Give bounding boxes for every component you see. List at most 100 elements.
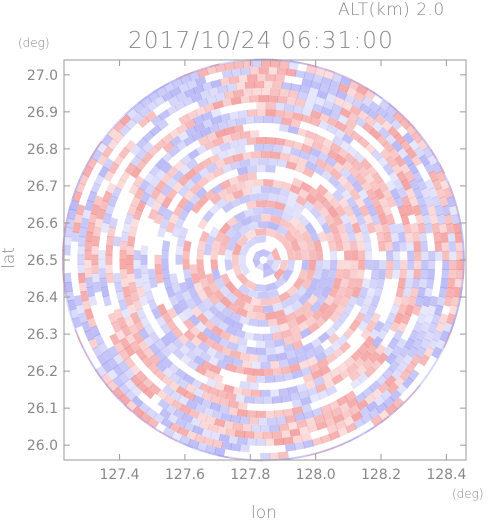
radar-cell	[168, 380, 181, 392]
radar-cell	[237, 401, 248, 411]
radar-cell	[320, 433, 332, 444]
radar-cell	[397, 277, 407, 289]
radar-cell	[404, 277, 414, 289]
radar-cell	[365, 87, 375, 94]
radar-cell	[214, 277, 226, 290]
radar-cell	[255, 410, 266, 418]
radar-cell	[229, 197, 242, 208]
radar-cell	[315, 249, 324, 261]
radar-cell	[196, 249, 205, 260]
radar-cell	[80, 217, 90, 229]
radar-cell	[263, 305, 274, 313]
radar-cell	[355, 364, 368, 376]
radar-cell	[383, 231, 393, 243]
radar-cell	[366, 108, 379, 120]
altitude-label: ALT(km) 2.0	[338, 0, 445, 20]
radar-cell	[412, 338, 423, 351]
radar-cell	[332, 413, 345, 424]
radar-cell	[322, 410, 334, 421]
radar-cell	[106, 380, 119, 393]
radar-cell	[246, 165, 257, 174]
radar-cell	[160, 417, 173, 429]
radar-cell	[270, 186, 281, 195]
radar-cell	[77, 245, 85, 256]
radar-cell	[265, 228, 278, 238]
radar-cell	[145, 195, 157, 208]
radar-cell	[190, 378, 203, 390]
radar-cell	[283, 138, 295, 148]
radar-cell	[170, 431, 183, 442]
radar-cell	[96, 353, 108, 366]
radar-cell	[404, 304, 415, 317]
radar-cell	[274, 74, 286, 83]
radar-cell	[315, 420, 328, 431]
radar-cell	[448, 204, 459, 217]
radar-cell	[289, 456, 300, 460]
radar-cell	[161, 133, 174, 145]
radar-cell	[289, 325, 301, 336]
radar-cell	[139, 191, 151, 204]
radar-cell	[201, 391, 213, 402]
radar-cell	[90, 182, 101, 195]
radar-cell	[130, 290, 140, 302]
radar-cell	[427, 154, 439, 167]
radar-cell	[95, 365, 108, 378]
radar-cell	[292, 406, 304, 416]
radar-cell	[185, 350, 198, 362]
radar-cell	[209, 394, 222, 405]
radar-cell	[317, 389, 330, 400]
radar-cell	[192, 162, 205, 174]
radar-cell	[239, 380, 250, 390]
radar-cell	[212, 373, 224, 383]
radar-cell	[298, 293, 310, 306]
radar-cell	[414, 295, 425, 308]
radar-cell	[406, 241, 415, 252]
radar-cell	[86, 157, 98, 170]
radar-cell	[337, 174, 349, 187]
radar-cell	[386, 196, 397, 209]
radar-cell	[296, 91, 309, 101]
radar-cell	[376, 352, 389, 365]
radar-cell	[218, 433, 230, 443]
radar-cell	[123, 367, 136, 380]
radar-cell	[248, 193, 260, 202]
radar-cell	[129, 340, 142, 353]
radar-cell	[281, 181, 293, 191]
radar-cell	[292, 105, 304, 114]
radar-cell	[199, 230, 210, 243]
radar-cell	[244, 116, 255, 125]
radar-cell	[374, 188, 385, 200]
radar-cell	[321, 309, 333, 322]
radar-cell	[332, 443, 343, 449]
radar-cell	[280, 365, 292, 375]
radar-cell	[166, 341, 178, 354]
radar-cell	[214, 418, 226, 428]
radar-cell	[431, 222, 441, 234]
radar-cell	[201, 65, 211, 70]
radar-cell	[421, 260, 429, 271]
radar-cell	[112, 353, 125, 366]
radar-cell	[370, 196, 382, 209]
radar-cell	[356, 269, 365, 280]
radar-cell	[214, 381, 226, 392]
radar-cell	[203, 140, 216, 151]
radar-cell	[240, 293, 253, 305]
radar-cell	[388, 102, 397, 110]
radar-cell	[223, 155, 235, 166]
radar-cell	[373, 286, 384, 298]
radar-cell	[105, 203, 115, 216]
radar-cell	[202, 297, 214, 310]
radar-cell	[307, 293, 319, 306]
radar-cell	[366, 165, 378, 177]
radar-cell	[404, 170, 416, 183]
radar-cell	[187, 359, 200, 371]
radar-cell	[209, 364, 222, 375]
radar-cell	[263, 179, 274, 187]
radar-cell	[415, 346, 427, 359]
radar-cell	[453, 197, 458, 208]
radar-cell	[120, 231, 130, 243]
radar-cell	[460, 286, 463, 297]
radar-cell	[206, 131, 218, 142]
radar-cell	[77, 254, 85, 265]
radar-cell	[202, 327, 215, 339]
